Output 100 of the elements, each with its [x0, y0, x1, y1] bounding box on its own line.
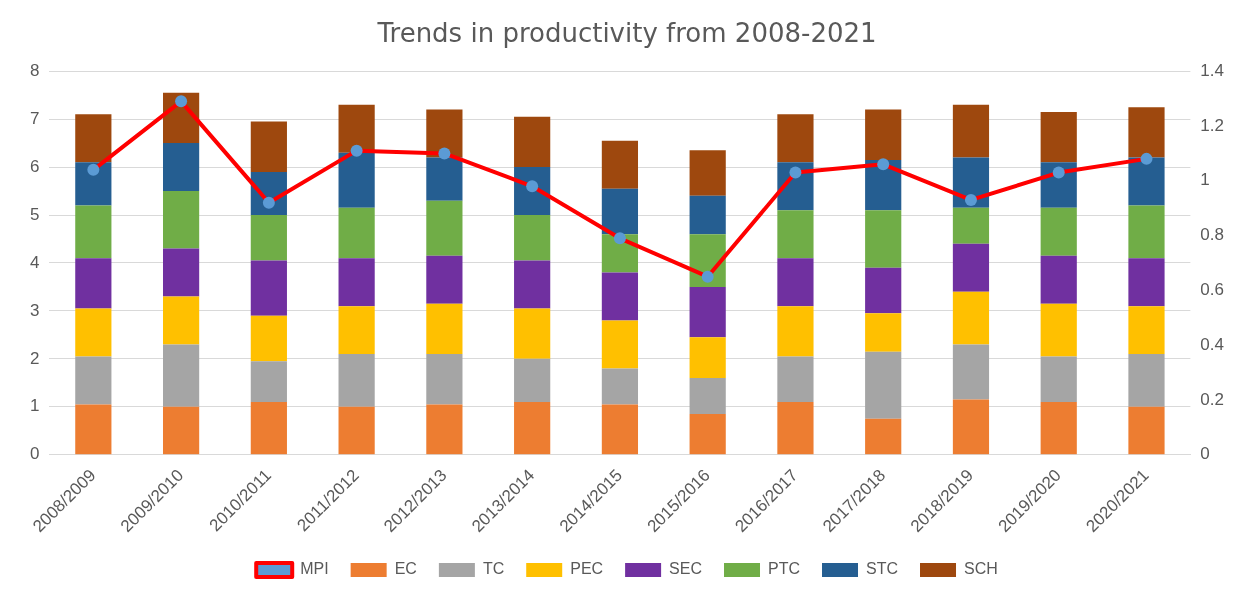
y-tick-label: 3 [29, 300, 40, 320]
bar [601, 404, 639, 455]
bar [75, 114, 112, 163]
bar [75, 404, 112, 455]
bar [338, 152, 375, 208]
bar [338, 406, 375, 455]
y-tick-label: 6 [29, 156, 40, 176]
bar [75, 162, 112, 206]
bar [1128, 406, 1165, 455]
bar [75, 308, 112, 357]
bar [514, 402, 551, 455]
legend-label: SCH [964, 560, 998, 578]
bar [250, 315, 287, 362]
bar [1128, 157, 1165, 206]
bar [601, 368, 639, 405]
bar [163, 296, 200, 345]
legend-label: EC [394, 560, 417, 578]
bar [689, 414, 726, 455]
bar [601, 188, 639, 235]
bar [75, 258, 112, 309]
y-tick-label: 7 [29, 108, 40, 128]
bar [777, 306, 814, 357]
bar [689, 286, 726, 338]
legend-label: STC [866, 560, 899, 578]
bar [338, 354, 375, 407]
bar [1128, 354, 1165, 407]
y2-tick-label: 0.4 [1200, 334, 1225, 354]
y2-tick-label: 0.8 [1200, 225, 1225, 245]
bar [75, 205, 112, 259]
bar [952, 243, 990, 292]
bar [250, 260, 287, 316]
bar [689, 195, 726, 235]
bar [601, 272, 639, 321]
bar [163, 344, 200, 407]
y-tick-label: 5 [29, 204, 40, 224]
bar [514, 260, 551, 309]
chart-title: Trends in productivity from 2008-2021 [376, 18, 877, 49]
bar [338, 306, 375, 355]
bar [514, 215, 551, 261]
bar [865, 267, 902, 314]
bar [426, 255, 463, 304]
y2-tick-label: 0.2 [1200, 389, 1225, 409]
bar [865, 418, 902, 455]
bar [1040, 207, 1077, 256]
bar [952, 344, 990, 400]
bar [952, 291, 990, 345]
bar [163, 191, 200, 249]
y2-tick-label: 1 [1200, 170, 1210, 190]
bar [250, 215, 287, 261]
bar [426, 157, 463, 201]
bar [514, 358, 551, 403]
bar [1040, 402, 1077, 455]
bar [777, 258, 814, 307]
bar [338, 104, 375, 153]
bar [1128, 107, 1165, 158]
bar [1128, 258, 1165, 307]
y-tick-label: 4 [29, 252, 40, 272]
bar [338, 207, 375, 259]
bar [865, 351, 902, 419]
y-tick-label: 1 [29, 396, 40, 416]
bar [777, 356, 814, 403]
bar [777, 114, 814, 163]
bar [1040, 356, 1077, 403]
y2-tick-label: 1.4 [1200, 60, 1225, 80]
bar [865, 313, 902, 352]
bar [338, 258, 375, 307]
bar [689, 378, 726, 414]
bar [426, 404, 463, 455]
legend-label: MPI [300, 560, 329, 578]
y2-tick-label: 0 [1200, 444, 1210, 464]
bar [952, 207, 990, 244]
legend-label: SEC [669, 560, 703, 578]
legend-label: PTC [768, 560, 801, 578]
bar [426, 303, 463, 355]
y2-tick-label: 1.2 [1200, 115, 1225, 135]
y2-tick-label: 0.6 [1200, 280, 1225, 300]
y-tick-label: 0 [29, 444, 40, 464]
bar [865, 210, 902, 268]
bar [163, 143, 200, 192]
y-tick-label: 2 [29, 348, 40, 368]
bar [777, 402, 814, 455]
bar [1128, 306, 1165, 355]
bar [689, 150, 726, 196]
bar [1040, 111, 1077, 163]
bar [426, 354, 463, 405]
bar [601, 140, 639, 189]
bar [1040, 303, 1077, 357]
bar [777, 210, 814, 259]
legend-label: PEC [570, 560, 604, 578]
bar [1128, 205, 1165, 259]
bar [952, 104, 990, 158]
bar [163, 406, 200, 455]
bar [952, 399, 990, 455]
bar [75, 356, 112, 405]
bar [250, 402, 287, 455]
bar [1040, 255, 1077, 304]
bar [250, 121, 287, 172]
legend-label: TC [482, 560, 505, 578]
bar [865, 109, 902, 160]
y-tick-label: 8 [29, 60, 40, 80]
